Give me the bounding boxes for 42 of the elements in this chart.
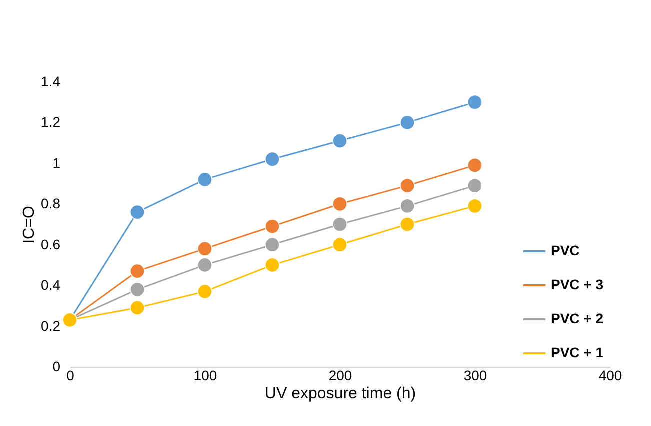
point: [265, 258, 280, 273]
y-tick-label: 1: [52, 154, 61, 171]
point: [265, 219, 280, 234]
point: [468, 198, 482, 214]
y-tick-label: 0.2: [41, 318, 61, 334]
y-tick-label: 1.4: [41, 74, 61, 90]
point: [265, 237, 280, 252]
point: [198, 172, 212, 188]
y-axis-title: IC=O: [21, 206, 38, 244]
y-tick-label: 1.2: [41, 114, 61, 130]
legend-label: PVC + 3: [551, 276, 604, 292]
x-tick-label: 400: [598, 368, 622, 384]
x-tick-label: 0: [66, 368, 75, 384]
point: [198, 258, 212, 273]
point: [332, 217, 348, 232]
x-tick-label: 200: [328, 368, 352, 384]
point: [400, 115, 415, 130]
point: [332, 196, 348, 212]
point: [130, 300, 145, 316]
legend-label: PVC: [551, 242, 580, 258]
point: [130, 204, 145, 220]
x-tick-label: 100: [194, 368, 218, 384]
y-tick-label: 0.6: [41, 236, 61, 252]
point: [332, 237, 348, 252]
point: [400, 198, 415, 214]
y-tick-label: 0.8: [41, 196, 61, 212]
y-tick-label: 0.4: [41, 277, 61, 294]
point: [198, 284, 212, 300]
point: [130, 264, 145, 279]
point: [332, 134, 348, 148]
point: [468, 94, 482, 110]
point: [130, 282, 145, 298]
point: [400, 178, 415, 194]
point: [265, 152, 280, 167]
point: [400, 217, 415, 232]
x-tick-label: 300: [464, 368, 488, 384]
point: [198, 241, 212, 256]
legend-label: PVC + 1: [551, 344, 604, 360]
legend-label: PVC + 2: [551, 310, 604, 326]
point: [468, 158, 482, 173]
point: [468, 178, 482, 194]
x-axis-title: UV exposure time (h): [264, 386, 416, 402]
